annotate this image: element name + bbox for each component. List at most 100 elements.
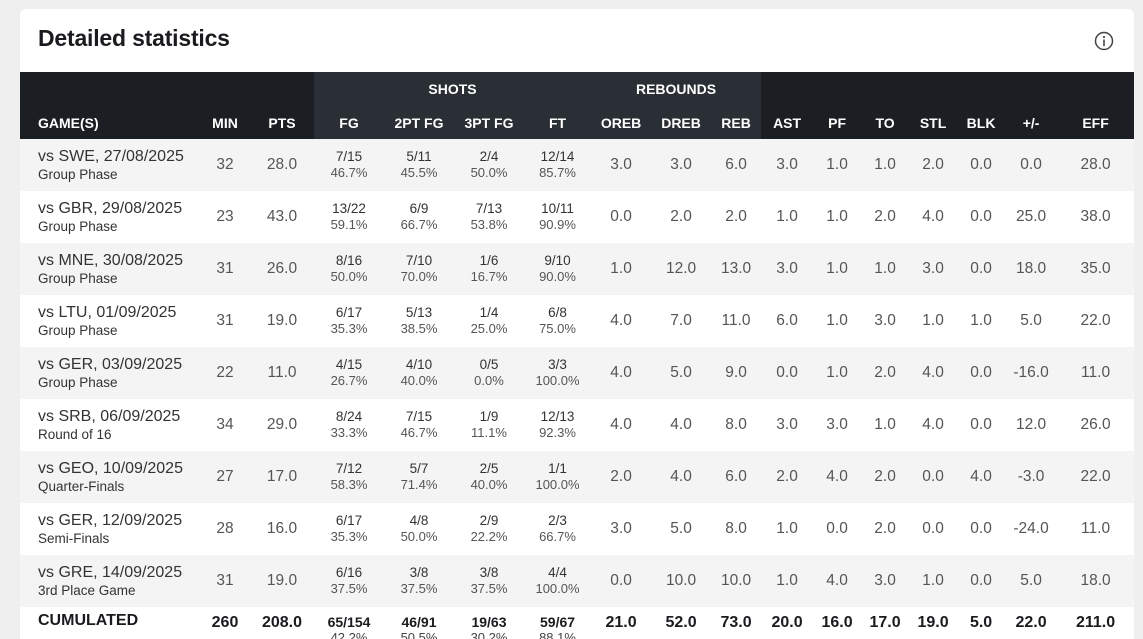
cell-eff: 28.0 xyxy=(1057,139,1134,191)
game-phase: Round of 16 xyxy=(38,426,112,442)
cell-ft: 59/67 88.1% xyxy=(524,607,592,639)
shots-made: 13/22 xyxy=(332,201,366,216)
cell-oreb: 4.0 xyxy=(591,347,652,399)
cell-ast: 1.0 xyxy=(761,503,814,555)
cell-fg2: 5/7 71.4% xyxy=(384,451,454,503)
shots-percentage: 90.9% xyxy=(539,217,576,232)
cell-plus-minus: 18.0 xyxy=(1005,243,1058,295)
cell-dreb: 5.0 xyxy=(651,347,712,399)
shots-percentage: 30.2% xyxy=(470,630,508,639)
cell-stl: 19.0 xyxy=(909,607,958,639)
cell-plus-minus: 12.0 xyxy=(1005,399,1058,451)
cell-fg3: 7/13 53.8% xyxy=(454,191,524,243)
cell-pts: 16.0 xyxy=(250,503,314,555)
game-phase: Group Phase xyxy=(38,374,118,390)
cell-fg: 7/15 46.7% xyxy=(314,139,384,191)
table-row: vs SRB, 06/09/2025 Round of 16 34 29.0 8/24 3… xyxy=(20,399,1134,451)
table-row: vs GRE, 14/09/2025 3rd Place Game 31 19.0 6/… xyxy=(20,555,1134,607)
group-header-row: SHOTS REBOUNDS xyxy=(20,72,1134,106)
cell-reb: 73.0 xyxy=(711,607,762,639)
shots-percentage: 100.0% xyxy=(535,373,580,388)
cell-ft: 4/4 100.0% xyxy=(524,555,592,607)
cell-eff: 26.0 xyxy=(1057,399,1134,451)
group-rebounds: REBOUNDS xyxy=(591,72,762,106)
shots-percentage: 58.3% xyxy=(330,477,368,492)
shots-percentage: 46.7% xyxy=(400,425,438,440)
table-body: vs SWE, 27/08/2025 Group Phase 32 28.0 7/15 4… xyxy=(20,139,1134,639)
column-header-stl: STL xyxy=(909,106,958,139)
cell-stl: 2.0 xyxy=(909,139,958,191)
cell-fg3: 2/5 40.0% xyxy=(454,451,524,503)
shots-percentage: 90.0% xyxy=(539,269,576,284)
column-header-row: GAME(S) MIN PTS FG 2PT FG 3PT FG FT OREB DREB REB… xyxy=(20,106,1134,139)
cell-oreb: 1.0 xyxy=(591,243,652,295)
shots-percentage: 33.3% xyxy=(330,425,368,440)
shots-percentage: 37.5% xyxy=(330,581,368,596)
cell-ft: 6/8 75.0% xyxy=(524,295,592,347)
cell-blk: 0.0 xyxy=(957,555,1006,607)
group-shots: SHOTS xyxy=(314,72,592,106)
shots-made: 8/24 xyxy=(335,409,363,424)
shots-percentage: 66.7% xyxy=(400,217,438,232)
cell-min: 31 xyxy=(200,555,250,607)
column-header-oreb: OREB xyxy=(591,106,652,139)
shots-made: 5/11 xyxy=(406,149,432,164)
cell-plus-minus: 25.0 xyxy=(1005,191,1058,243)
shots-made: 7/12 xyxy=(335,461,363,476)
table-row: vs GER, 03/09/2025 Group Phase 22 11.0 4/15 2… xyxy=(20,347,1134,399)
info-icon[interactable] xyxy=(1094,31,1114,51)
shots-made: 2/3 xyxy=(548,513,567,528)
shots-made: 9/10 xyxy=(544,253,571,268)
column-header-pts: PTS xyxy=(250,106,314,139)
shots-percentage: 71.4% xyxy=(400,477,438,492)
cumulated-label: CUMULATED xyxy=(20,607,200,639)
cell-stl: 4.0 xyxy=(909,399,958,451)
column-header-fg: FG xyxy=(314,106,384,139)
game-cell: vs GER, 12/09/2025 Semi-Finals xyxy=(20,503,200,555)
shots-made: 8/16 xyxy=(335,253,363,268)
card-title: Detailed statistics xyxy=(38,25,230,51)
cell-ft: 12/13 92.3% xyxy=(524,399,592,451)
cell-eff: 35.0 xyxy=(1057,243,1134,295)
shots-made: 5/7 xyxy=(409,461,429,476)
game-name: vs GEO, 10/09/2025 xyxy=(38,459,183,477)
column-header-to: TO xyxy=(861,106,910,139)
cell-ft: 2/3 66.7% xyxy=(524,503,592,555)
game-cell: vs MNE, 30/08/2025 Group Phase xyxy=(20,243,200,295)
cell-pf: 3.0 xyxy=(813,399,862,451)
cell-fg2: 4/10 40.0% xyxy=(384,347,454,399)
shots-made: 3/8 xyxy=(479,565,499,580)
cell-eff: 22.0 xyxy=(1057,451,1134,503)
game-cell: vs GRE, 14/09/2025 3rd Place Game xyxy=(20,555,200,607)
game-name: vs SWE, 27/08/2025 xyxy=(38,147,184,165)
cell-reb: 2.0 xyxy=(711,191,762,243)
cell-oreb: 4.0 xyxy=(591,295,652,347)
shots-percentage: 22.2% xyxy=(470,529,508,544)
column-header-blk: BLK xyxy=(957,106,1006,139)
cell-plus-minus: -24.0 xyxy=(1005,503,1058,555)
game-cell: vs GBR, 29/08/2025 Group Phase xyxy=(20,191,200,243)
shots-made: 3/3 xyxy=(548,357,567,372)
cell-dreb: 3.0 xyxy=(651,139,712,191)
cell-pf: 0.0 xyxy=(813,503,862,555)
shots-percentage: 42.2% xyxy=(330,630,368,639)
shots-percentage: 11.1% xyxy=(471,425,507,440)
shots-percentage: 26.7% xyxy=(330,373,368,388)
shots-percentage: 50.0% xyxy=(330,269,368,284)
shots-percentage: 37.5% xyxy=(470,581,508,596)
cell-oreb: 3.0 xyxy=(591,139,652,191)
cell-reb: 6.0 xyxy=(711,139,762,191)
column-header-plus-minus: +/- xyxy=(1005,106,1058,139)
cell-to: 2.0 xyxy=(861,451,910,503)
cell-fg3: 3/8 37.5% xyxy=(454,555,524,607)
shots-percentage: 50.0% xyxy=(470,165,508,180)
cell-pf: 1.0 xyxy=(813,243,862,295)
cell-ast: 0.0 xyxy=(761,347,814,399)
shots-made: 6/17 xyxy=(335,305,363,320)
game-name: vs GRE, 14/09/2025 xyxy=(38,563,183,581)
shots-percentage: 40.0% xyxy=(470,477,508,492)
cell-to: 17.0 xyxy=(861,607,910,639)
cell-ft: 1/1 100.0% xyxy=(524,451,592,503)
shots-percentage: 37.5% xyxy=(400,581,438,596)
cell-pts: 43.0 xyxy=(250,191,314,243)
